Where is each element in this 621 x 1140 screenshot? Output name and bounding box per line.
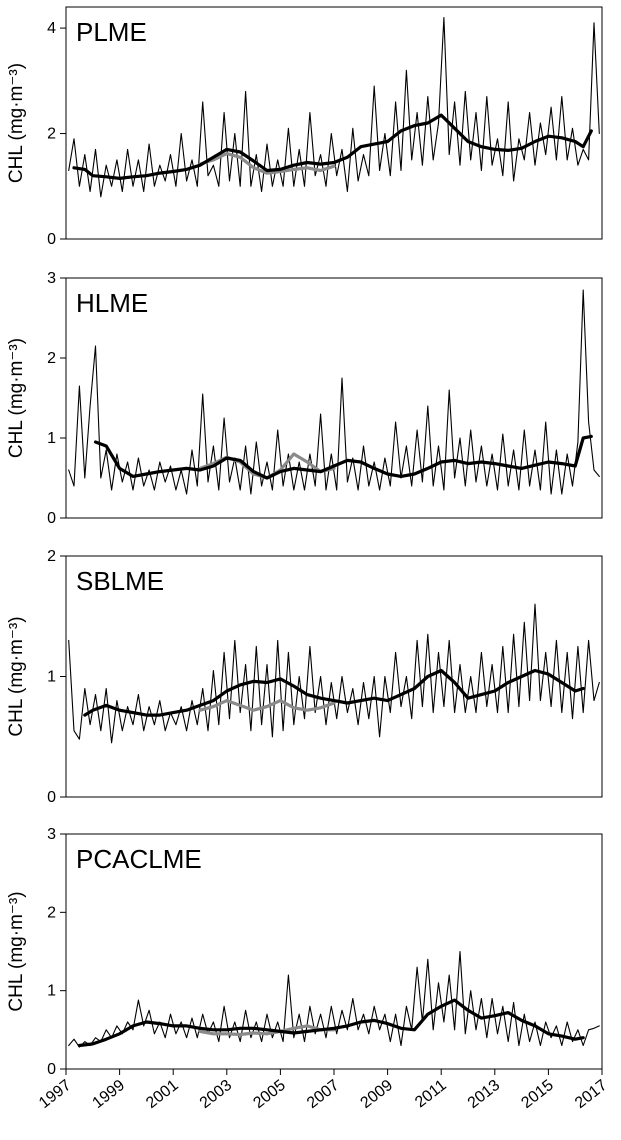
x-tick-label: 1997 bbox=[36, 1077, 75, 1112]
x-tick-label: 2011 bbox=[412, 1077, 450, 1112]
plot-frame bbox=[65, 277, 603, 519]
series-line-smooth_gray bbox=[198, 698, 336, 712]
series-line-smooth_black bbox=[77, 998, 585, 1048]
panel-title: HLME bbox=[76, 288, 148, 318]
series-line-smooth_gray bbox=[198, 152, 336, 175]
y-axis-label: CHL (mg·m⁻³) bbox=[6, 338, 27, 458]
x-tick-label: 2009 bbox=[358, 1077, 397, 1112]
y-tick-label: 0 bbox=[47, 231, 56, 248]
x-tick-label: 2015 bbox=[518, 1077, 557, 1112]
y-tick-label: 3 bbox=[47, 826, 56, 843]
series-line-monthly bbox=[68, 289, 600, 495]
y-axis-label: CHL (mg·m⁻³) bbox=[6, 891, 27, 1011]
y-tick-label: 4 bbox=[47, 20, 56, 37]
panel-title: SBLME bbox=[76, 566, 164, 596]
panel-title: PCACLME bbox=[76, 844, 202, 874]
y-tick-label: 3 bbox=[47, 270, 56, 287]
series-line-monthly bbox=[68, 16, 600, 198]
y-tick-label: 1 bbox=[47, 669, 56, 686]
series-line-monthly bbox=[68, 950, 600, 1048]
y-tick-label: 0 bbox=[47, 1061, 56, 1078]
series-line-monthly bbox=[68, 603, 600, 744]
series-line-smooth_black bbox=[83, 668, 585, 717]
series-line-smooth_black bbox=[72, 113, 593, 180]
y-axis-label: CHL (mg·m⁻³) bbox=[6, 63, 27, 183]
y-tick-label: 2 bbox=[47, 350, 56, 367]
y-axis-label: CHL (mg·m⁻³) bbox=[6, 616, 27, 736]
y-tick-label: 0 bbox=[47, 789, 56, 806]
x-tick-label: 2013 bbox=[465, 1077, 504, 1112]
series-line-smooth_gray bbox=[198, 1024, 336, 1037]
y-tick-label: 2 bbox=[47, 548, 56, 565]
y-tick-label: 2 bbox=[47, 904, 56, 921]
y-tick-label: 0 bbox=[47, 510, 56, 527]
x-tick-label: 2005 bbox=[250, 1077, 289, 1112]
x-tick-label: 2007 bbox=[304, 1077, 343, 1112]
panel-title: PLME bbox=[76, 17, 147, 47]
y-tick-label: 2 bbox=[47, 126, 56, 143]
y-tick-label: 1 bbox=[47, 983, 56, 1000]
x-tick-label: 2017 bbox=[572, 1077, 611, 1112]
y-tick-label: 1 bbox=[47, 430, 56, 447]
x-tick-label: 1999 bbox=[90, 1077, 129, 1112]
x-tick-label: 2003 bbox=[197, 1077, 236, 1112]
series-line-smooth_black bbox=[93, 434, 593, 480]
x-tick-label: 2001 bbox=[143, 1077, 182, 1112]
plot-frame bbox=[65, 6, 603, 240]
